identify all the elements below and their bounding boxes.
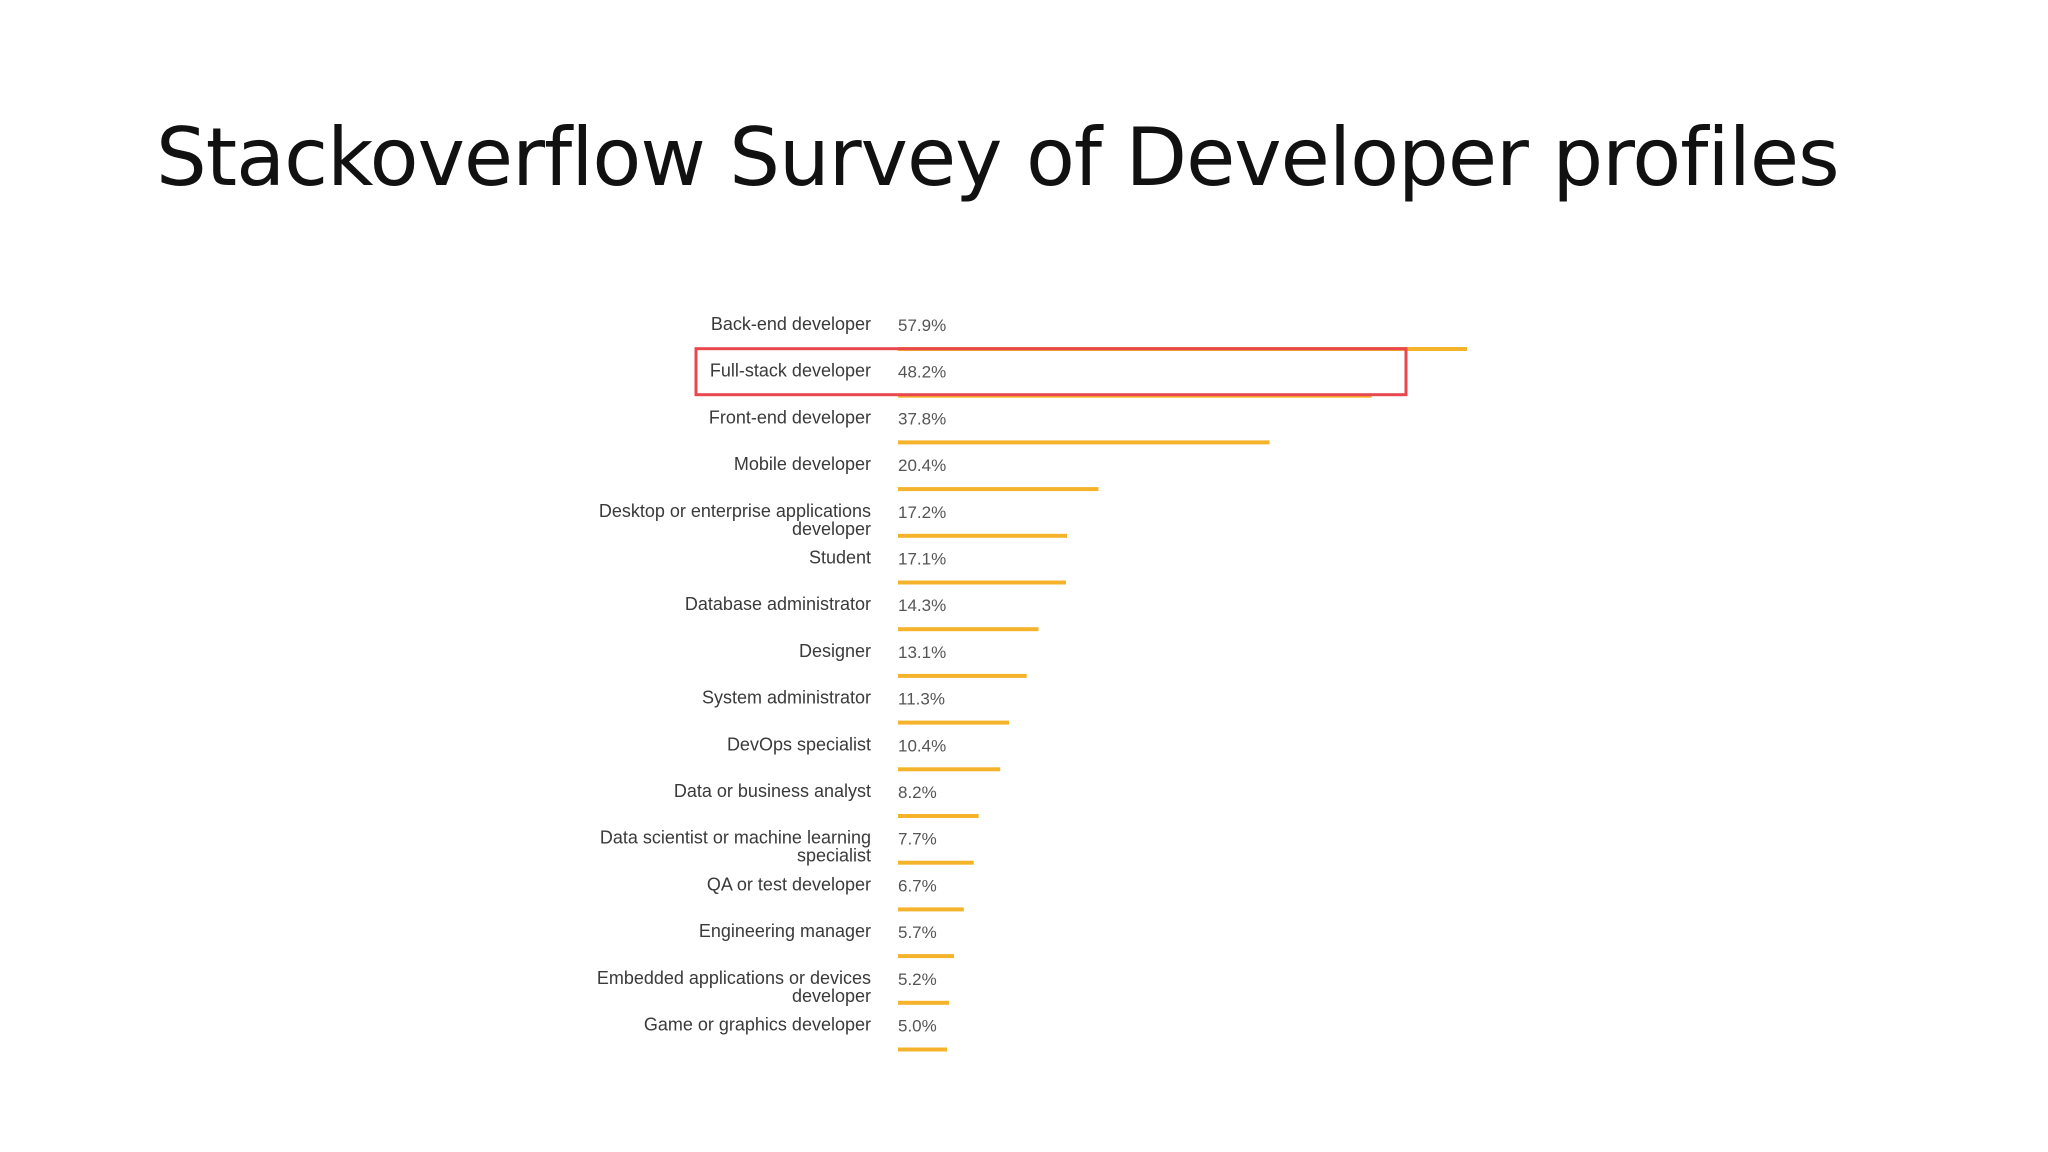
value-label: 48.2% — [898, 363, 946, 382]
bar-engineering-manager — [898, 954, 954, 959]
value-label: 11.3% — [898, 690, 945, 709]
category-label: Engineering manager — [699, 921, 871, 941]
category-label: DevOps specialist — [727, 734, 871, 754]
bar-game-or-graphics-developer — [898, 1047, 948, 1052]
highlight-box — [694, 347, 1408, 397]
bar-system-administrator — [898, 720, 1009, 725]
category-label-line: System administrator — [702, 688, 871, 708]
bar-designer — [898, 673, 1027, 678]
category-label-line: developer — [792, 519, 871, 539]
value-label: 5.2% — [898, 970, 937, 989]
category-label-line: Data or business analyst — [674, 781, 871, 801]
category-label: Designer — [799, 641, 871, 661]
value-label: 57.9% — [898, 316, 946, 335]
bar-data-scientist-or-machine-learning-specialist — [898, 860, 974, 865]
bar-mobile-developer — [898, 487, 1099, 492]
value-label: 17.1% — [898, 550, 946, 569]
value-label: 37.8% — [898, 409, 946, 428]
category-label: Desktop or enterprise applications develo… — [599, 501, 871, 539]
bar-database-administrator — [898, 627, 1039, 632]
bar-chart-svg: Back-end developer 57.9% Full-stack develo… — [597, 314, 1467, 1052]
category-label-line: Designer — [799, 641, 871, 661]
category-label-line: Student — [809, 548, 871, 568]
bar-embedded-applications-or-devices-developer — [898, 1000, 950, 1005]
bar-desktop-or-enterprise-applications-developer — [898, 533, 1067, 538]
category-label-line: Engineering manager — [699, 921, 871, 941]
category-label-line: DevOps specialist — [727, 734, 871, 754]
category-label: Back-end developer — [711, 314, 871, 334]
value-label: 14.3% — [898, 596, 946, 615]
category-label-line: Desktop or enterprise applications — [599, 501, 871, 521]
category-label: Front-end developer — [709, 407, 871, 427]
bar-front-end-developer — [898, 440, 1270, 445]
value-label: 13.1% — [898, 643, 946, 662]
value-label: 5.0% — [898, 1017, 937, 1036]
category-label: QA or test developer — [707, 874, 871, 894]
bar-qa-or-test-developer — [898, 907, 964, 912]
value-label: 17.2% — [898, 503, 946, 522]
category-label: Student — [809, 548, 871, 568]
value-label: 8.2% — [898, 783, 937, 802]
bar-devops-specialist — [898, 767, 1001, 772]
slide-title: Stackoverflow Survey of Developer profil… — [156, 111, 1840, 204]
category-label-line: Game or graphics developer — [644, 1015, 871, 1035]
bar-student — [898, 580, 1066, 585]
value-label: 20.4% — [898, 456, 946, 475]
category-label-line: Full-stack developer — [710, 361, 871, 381]
category-label-line: Database administrator — [685, 594, 871, 614]
category-label: System administrator — [702, 688, 871, 708]
category-label: Game or graphics developer — [644, 1015, 871, 1035]
category-label: Data or business analyst — [674, 781, 871, 801]
category-label-line: specialist — [797, 846, 871, 866]
category-label: Data scientist or machine learning specia… — [600, 828, 871, 866]
category-label-line: Embedded applications or devices — [597, 968, 871, 988]
value-label: 6.7% — [898, 876, 937, 895]
category-label: Database administrator — [685, 594, 871, 614]
bar-data-or-business-analyst — [898, 814, 979, 818]
category-label: Embedded applications or devices develope… — [597, 968, 871, 1006]
category-label-line: Back-end developer — [711, 314, 871, 334]
category-label-line: QA or test developer — [707, 874, 871, 894]
category-label: Full-stack developer — [710, 361, 871, 381]
category-label-line: Data scientist or machine learning — [600, 828, 871, 848]
category-label-line: Mobile developer — [734, 454, 871, 474]
category-label-line: Front-end developer — [709, 407, 871, 427]
value-label: 5.7% — [898, 923, 937, 942]
category-label: Mobile developer — [734, 454, 871, 474]
value-label: 7.7% — [898, 830, 937, 849]
bar-chart: Back-end developer 57.9% Full-stack develo… — [597, 300, 1480, 1060]
value-label: 10.4% — [898, 736, 946, 755]
category-label-line: developer — [792, 986, 871, 1006]
